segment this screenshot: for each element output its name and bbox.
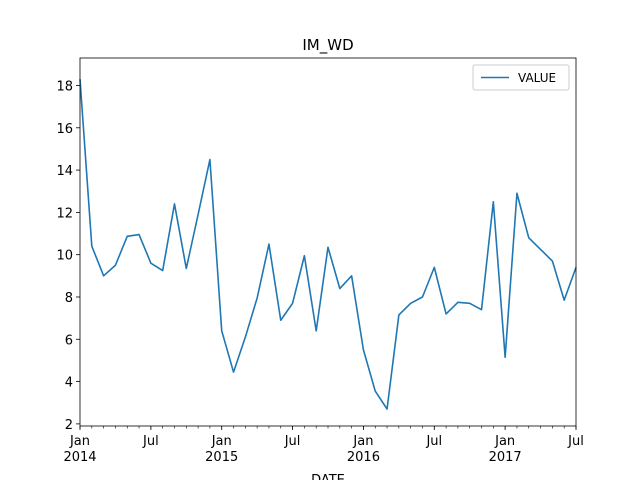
y-tick-label: 16 xyxy=(56,122,73,137)
x-tick-label: Jul xyxy=(142,434,159,449)
y-tick-label: 6 xyxy=(65,333,73,348)
y-tick-label: 4 xyxy=(65,376,73,391)
y-tick-label: 8 xyxy=(65,291,73,306)
x-tick-label: Jan 2015 xyxy=(205,434,238,465)
y-tick-label: 18 xyxy=(56,79,73,94)
legend-label: VALUE xyxy=(518,71,556,85)
x-tick-label: Jan 2014 xyxy=(63,434,96,465)
x-tick-label: Jul xyxy=(567,434,584,449)
legend: VALUE xyxy=(472,64,570,91)
x-tick-label: Jan 2017 xyxy=(489,434,522,465)
y-tick-label: 14 xyxy=(56,164,73,179)
chart-title: IM_WD xyxy=(302,36,353,55)
y-tick-label: 10 xyxy=(56,249,73,264)
y-tick-label: 2 xyxy=(65,418,73,433)
x-axis-label: DATE xyxy=(311,473,345,480)
y-tick-label: 12 xyxy=(56,206,73,221)
legend-frame xyxy=(472,64,570,91)
x-tick-label: Jan 2016 xyxy=(347,434,380,465)
x-tick-label: Jul xyxy=(284,434,301,449)
data-line xyxy=(79,79,577,410)
x-tick-label: Jul xyxy=(425,434,442,449)
